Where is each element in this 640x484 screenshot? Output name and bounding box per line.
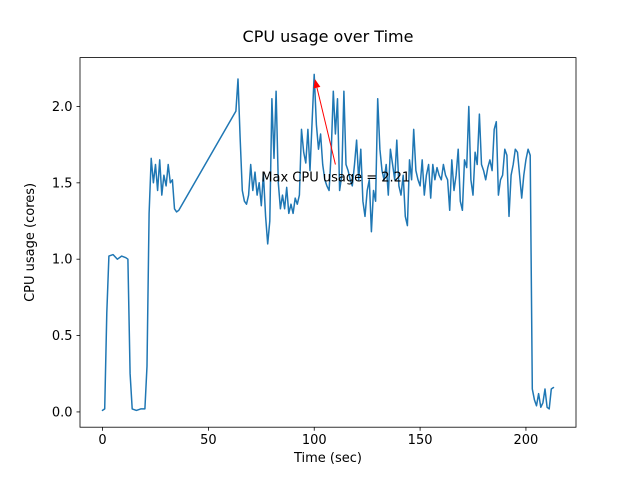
x-tick-label: 100: [302, 433, 327, 448]
x-tick-label: 200: [514, 433, 539, 448]
annotation-arrow-icon: [313, 78, 336, 165]
y-tick-label: 1.0: [52, 253, 73, 268]
x-axis-ticks: 0 50 100 150 200: [98, 427, 538, 448]
plot-frame: [79, 57, 577, 428]
x-axis-label: Time (sec): [293, 451, 362, 466]
cpu-usage-line: [101, 73, 555, 412]
chart-title: CPU usage over Time: [243, 27, 414, 46]
annotation-arrow-head: [313, 78, 321, 89]
x-tick-label: 150: [408, 433, 433, 448]
x-tick-label: 50: [200, 433, 217, 448]
y-axis-ticks: 0.0 0.5 1.0 1.5 2.0: [52, 100, 80, 420]
max-cpu-annotation-text: Max CPU usage = 2.21: [261, 170, 410, 185]
y-tick-label: 0.5: [52, 329, 73, 344]
x-tick-label: 0: [98, 433, 106, 448]
y-axis-label: CPU usage (cores): [23, 183, 38, 302]
y-tick-label: 0.0: [52, 405, 73, 420]
annotation-arrow-shaft: [316, 87, 336, 165]
y-tick-label: 1.5: [52, 176, 73, 191]
y-tick-label: 2.0: [52, 100, 73, 115]
